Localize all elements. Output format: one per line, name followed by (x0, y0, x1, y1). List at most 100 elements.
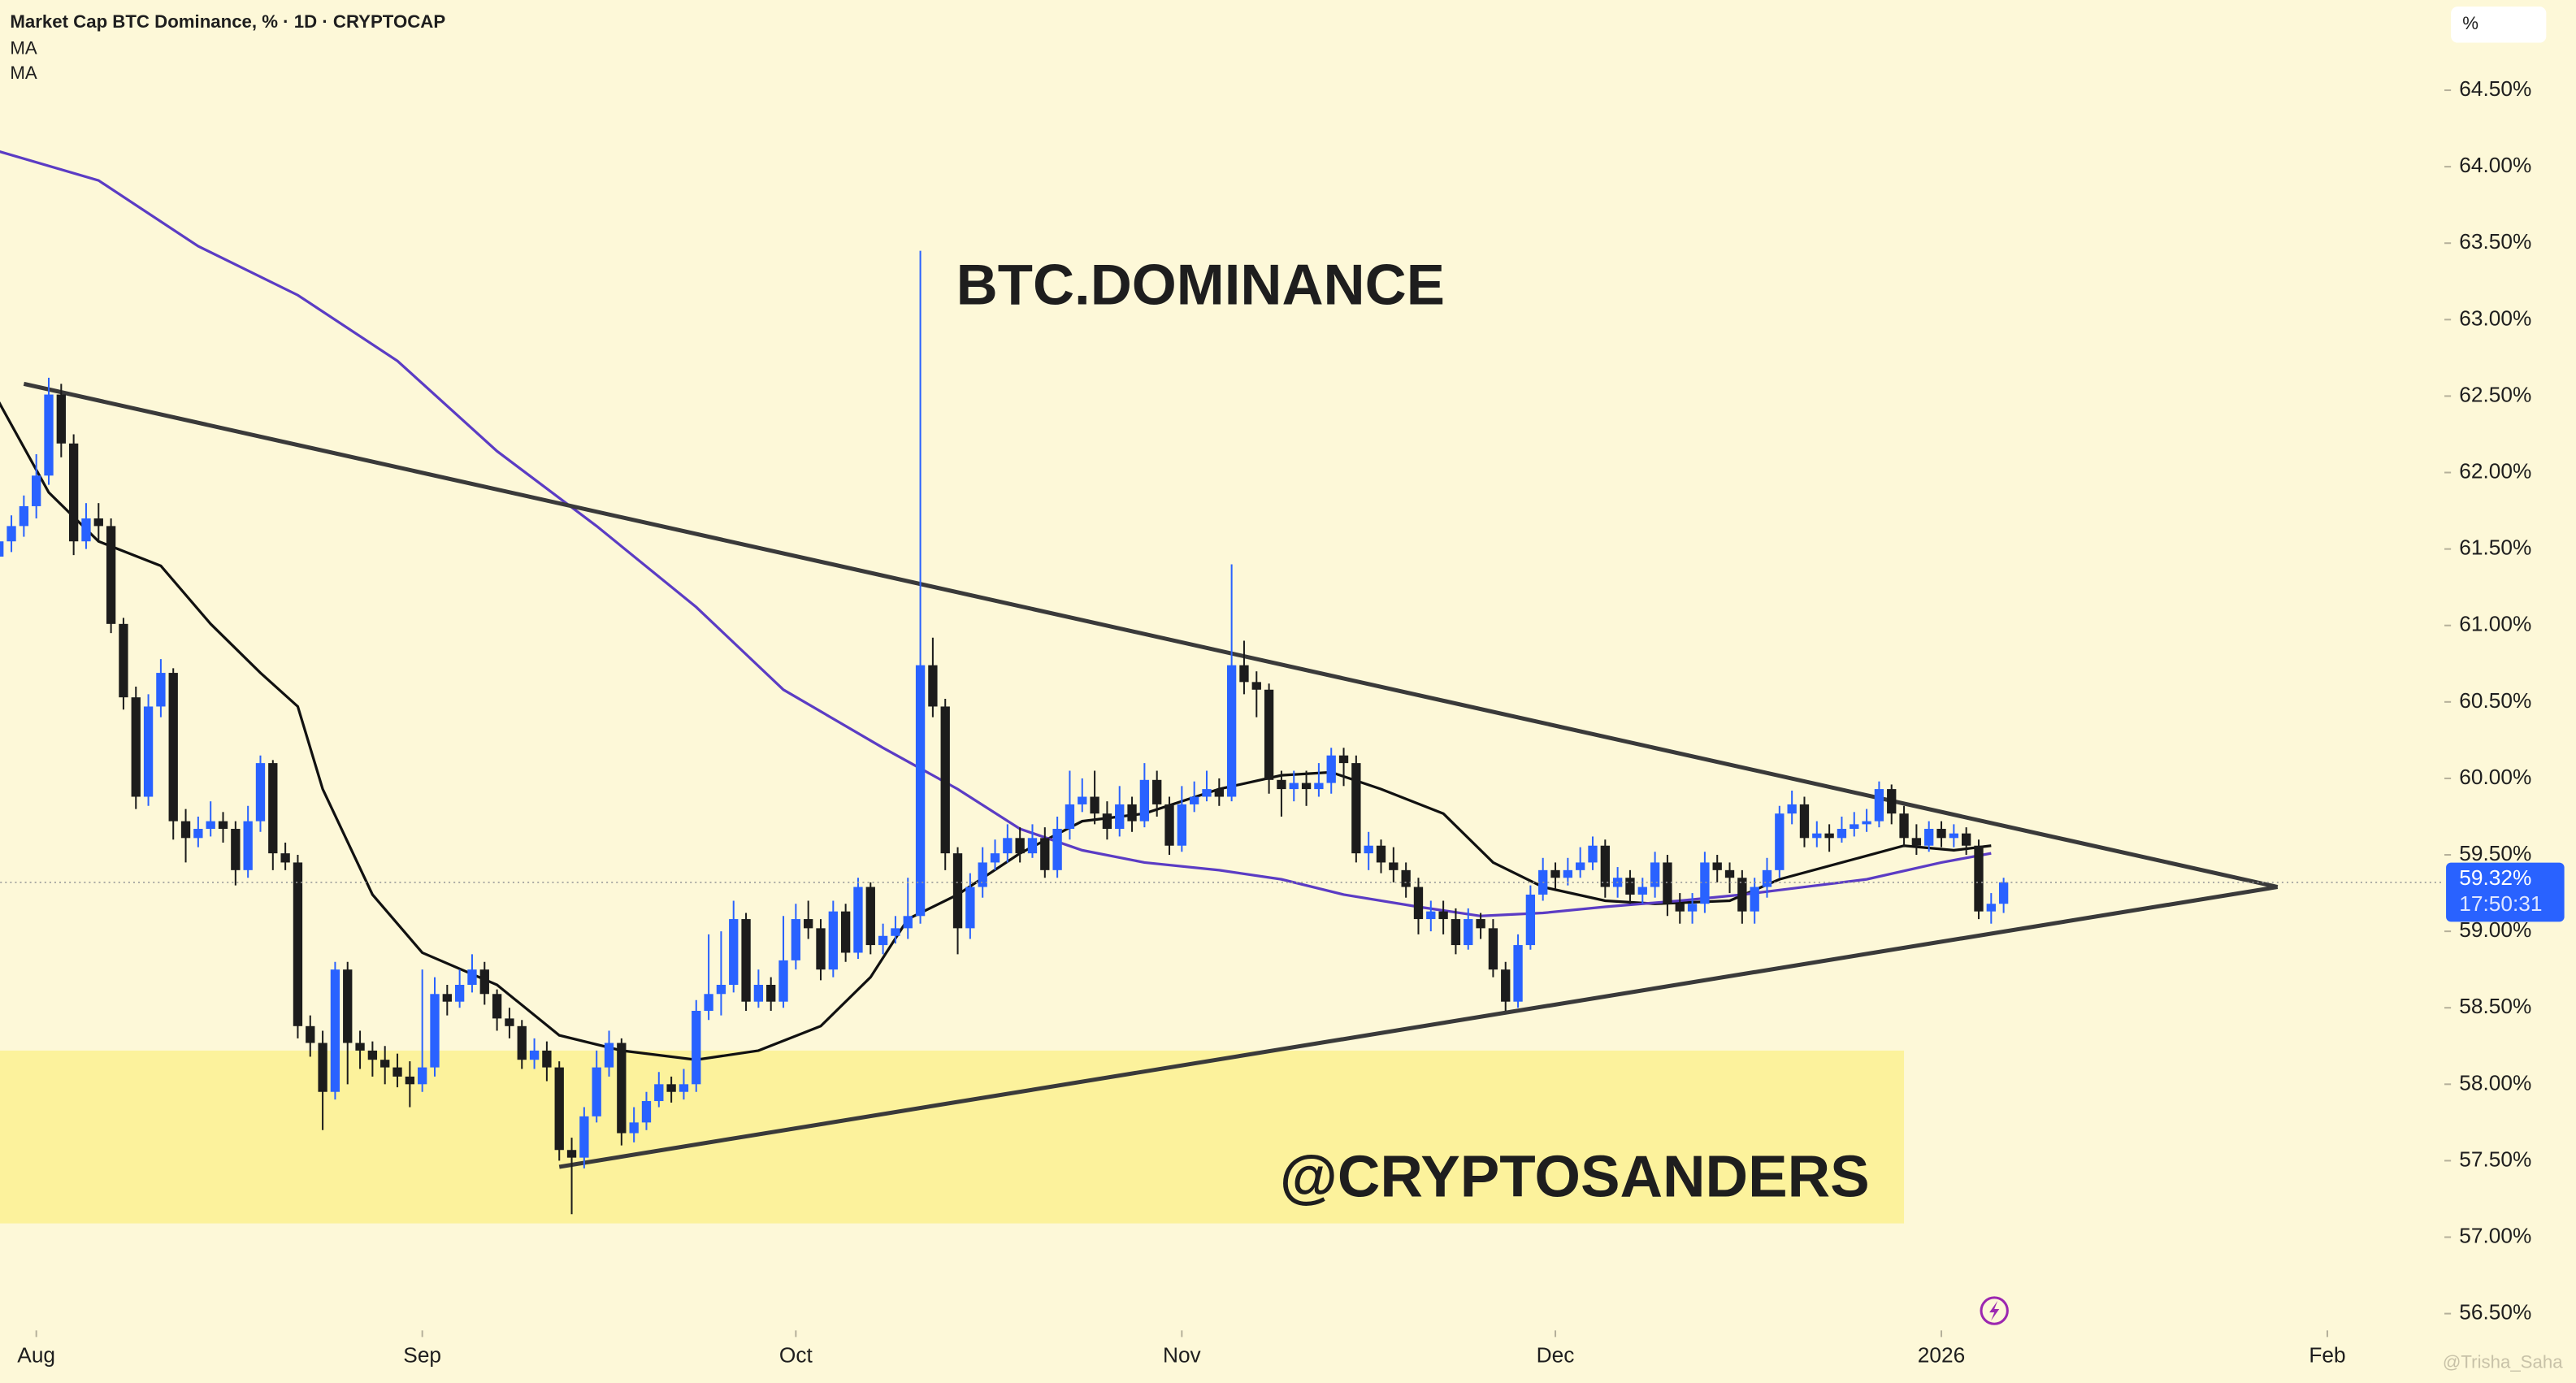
candle-body (119, 623, 128, 698)
candle-body (81, 518, 91, 542)
candle-body (1924, 829, 1934, 846)
y-tick-label: 62.00% (2459, 458, 2531, 483)
candle-body (193, 829, 203, 839)
candle-body (1576, 862, 1585, 870)
candle-body (1862, 821, 1871, 825)
candle-body (666, 1084, 676, 1092)
annotation: @CRYPTOSANDERS (1280, 1144, 1870, 1210)
candle-body (940, 706, 950, 854)
x-tick-label: Nov (1163, 1343, 1202, 1368)
candle-body (654, 1084, 664, 1102)
candle-body (729, 919, 739, 985)
candle-body (952, 853, 963, 929)
y-tick-label: 58.00% (2459, 1070, 2531, 1095)
candle-body (978, 862, 987, 887)
candle-body (1887, 789, 1897, 814)
candle-body (231, 829, 241, 870)
trend-line (558, 885, 2279, 1169)
candle-body (1226, 665, 1237, 797)
x-tick-label: 2026 (1918, 1343, 1965, 1368)
y-tick-label: 64.50% (2459, 76, 2531, 101)
x-tick-label: Dec (1537, 1343, 1575, 1368)
candle-body (1413, 887, 1424, 920)
candle-body (891, 928, 900, 936)
y-tick-label: 60.50% (2459, 688, 2531, 713)
candle-body (430, 994, 440, 1068)
candle-body (1102, 813, 1112, 830)
candle-body (405, 1076, 415, 1085)
candle-body (517, 1025, 527, 1060)
candle-body (778, 960, 788, 1002)
annotation: BTC.DOMINANCE (956, 252, 1445, 316)
price-tag (2446, 862, 2565, 922)
candle-body (156, 673, 166, 707)
candle-body (1974, 845, 1984, 912)
candle-body (1152, 779, 1162, 804)
y-tick-label: 63.50% (2459, 229, 2531, 254)
candle-body (915, 665, 926, 917)
watermark: @Trisha_Saha (2443, 1352, 2563, 1372)
candle-body (143, 706, 154, 797)
icon-bolt[interactable] (1989, 1300, 2000, 1321)
candle-body (1899, 813, 1909, 839)
unit-box[interactable] (2451, 7, 2547, 43)
candle-body (1675, 904, 1685, 912)
candle-body (704, 994, 713, 1011)
candle-body (106, 526, 116, 624)
y-tick-label: 58.50% (2459, 994, 2531, 1018)
x-tick-label: Oct (779, 1343, 813, 1368)
moving-average-line (0, 150, 1992, 917)
replay-icon[interactable] (1980, 1296, 2009, 1325)
candle-body (1799, 804, 1810, 839)
candle-body (1687, 904, 1698, 912)
candle-body (1115, 804, 1125, 830)
candle-body (753, 984, 764, 1002)
candle-body (1501, 969, 1511, 1002)
candle-body (330, 969, 340, 1092)
candle-body (1078, 796, 1087, 804)
candle-body (965, 887, 975, 929)
candle-body (1812, 833, 1822, 839)
candle-body (318, 1043, 327, 1092)
candle-body (1663, 862, 1672, 904)
icon-circle[interactable] (1980, 1296, 2009, 1325)
candle-body (280, 853, 290, 863)
countdown-label: 17:50:31 (2459, 891, 2542, 916)
candle-body (293, 862, 303, 1026)
candle-body (1700, 862, 1710, 904)
candle-body (306, 1025, 315, 1043)
candle-body (604, 1043, 614, 1068)
candle-body (7, 526, 16, 542)
candle-body (1177, 804, 1187, 846)
candle-body (1550, 869, 1560, 878)
candle-body (243, 821, 253, 870)
candle-body (1824, 833, 1834, 839)
candle-body (1451, 919, 1461, 946)
candle-body (479, 969, 489, 995)
candle-body (1637, 887, 1647, 895)
candle-body (1090, 796, 1099, 814)
candle-body (554, 1067, 564, 1151)
candle-body (1750, 887, 1759, 912)
candle-body (255, 763, 266, 822)
candle-body (492, 994, 502, 1019)
y-tick-label: 59.50% (2459, 841, 2531, 865)
unit-label[interactable]: % (2462, 13, 2478, 33)
candle-body (1426, 911, 1436, 920)
x-tick-label: Aug (17, 1343, 55, 1368)
legend-entry: MA (10, 63, 37, 83)
candle-body (1003, 838, 1013, 854)
support-zone (0, 1050, 1905, 1224)
candle-body (1712, 862, 1722, 870)
candle-body (1600, 845, 1610, 887)
candle-body (180, 821, 191, 839)
candle-body (1314, 783, 1324, 790)
candle-body (1949, 833, 1959, 839)
candle-body (828, 911, 838, 970)
candle-body (741, 919, 751, 1002)
candle-body (816, 928, 826, 970)
candle-body (1986, 904, 1996, 912)
y-tick-label: 57.00% (2459, 1223, 2531, 1247)
candle-body (1837, 829, 1847, 839)
